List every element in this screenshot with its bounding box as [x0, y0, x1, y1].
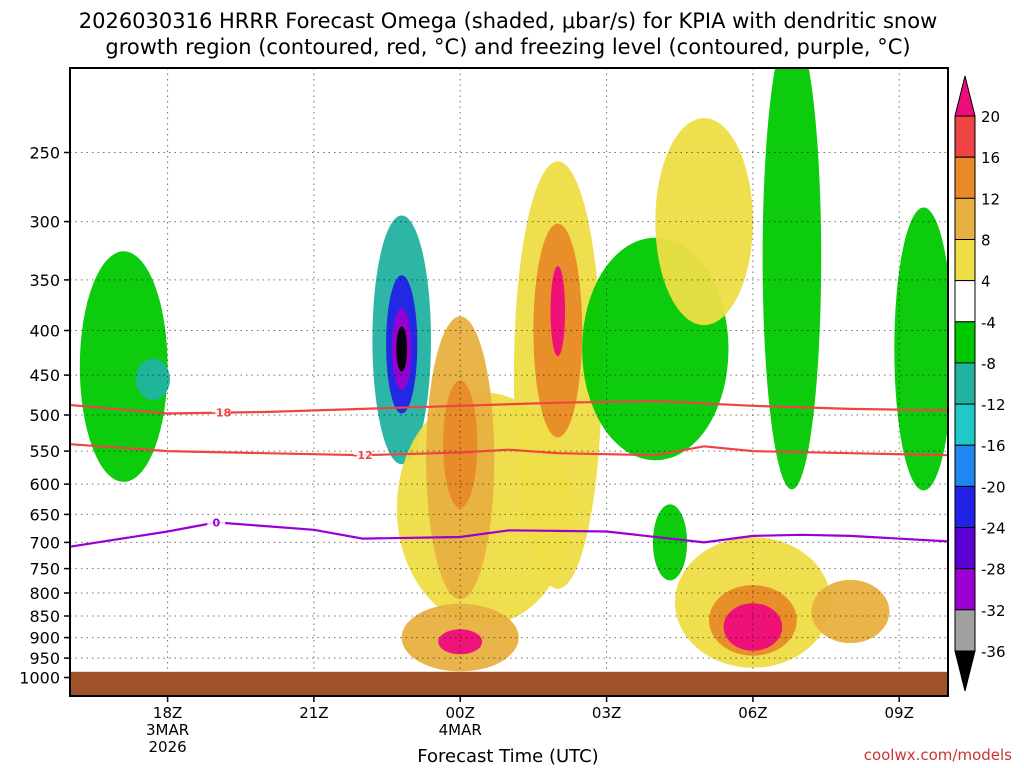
- ytick-label-300: 300: [29, 213, 60, 232]
- colorbar-box-3: [954, 239, 976, 282]
- omega-cell-17: [762, 68, 822, 490]
- xtick-label-18Z-0: 18Z: [153, 704, 182, 722]
- ytick-label-500: 500: [29, 406, 60, 425]
- colorbar-box-8: [954, 444, 976, 487]
- omega-cell-22: [894, 207, 948, 491]
- xtick-label-09Z-0: 09Z: [885, 704, 914, 722]
- plot-frame: [69, 67, 949, 697]
- contours-layer: -18 -12 0: [70, 399, 948, 548]
- colorbar-arrow-top: [954, 75, 976, 117]
- colorbar-label-4: 4: [981, 273, 991, 291]
- colorbar-label-10: -24: [981, 520, 1006, 538]
- colorbar-box-10: [954, 527, 976, 570]
- colorbar-label-2: 12: [981, 190, 1000, 208]
- plot-area: -18 -12 0: [70, 68, 948, 696]
- colorbar-box-12: [954, 609, 976, 652]
- ytick-label-800: 800: [29, 584, 60, 603]
- omega-cell-20: [723, 603, 783, 651]
- xtick-label-00Z-0: 00Z: [446, 704, 475, 722]
- ytick-label-350: 350: [29, 271, 60, 290]
- ytick-label-600: 600: [29, 475, 60, 494]
- credit-text: coolwx.com/models: [864, 746, 1012, 764]
- colorbar-box-6: [954, 362, 976, 405]
- colorbar-label-1: 16: [981, 149, 1000, 167]
- ytick-label-400: 400: [29, 322, 60, 341]
- colorbar-label-8: -16: [981, 437, 1006, 455]
- colorbar-box-1: [954, 156, 976, 199]
- contour-label-freezing_level_0: 0: [212, 516, 220, 529]
- colorbar-label-11: -28: [981, 561, 1006, 579]
- ytick-label-250: 250: [29, 144, 60, 163]
- ytick-label-850: 850: [29, 607, 60, 626]
- colorbar-label-3: 8: [981, 232, 991, 250]
- ground-surface: [70, 671, 948, 696]
- colorbar-box-11: [954, 568, 976, 611]
- contour-label-dgz_-12: -12: [353, 449, 373, 462]
- colorbar-label-13: -36: [981, 643, 1006, 661]
- omega-cell-10: [438, 629, 483, 655]
- colorbar: 20 16 12 8 4 -4 -8 -12 -16 -20 -24 -28 -32 -36: [954, 75, 1006, 692]
- colorbar-box-5: [954, 321, 976, 364]
- y-axis: 250 300 350 400 450 500 550 600 650 700 750 800 850 9…: [19, 144, 70, 688]
- xtick-label-21Z-0: 21Z: [299, 704, 328, 722]
- ytick-label-750: 750: [29, 560, 60, 579]
- omega-cell-5: [396, 326, 408, 372]
- xtick-label-18Z-2: 2026: [149, 738, 187, 756]
- contour-label-bg-dgz_-12: [353, 448, 372, 462]
- omega-cell-16: [655, 118, 753, 326]
- omega-cell-13: [550, 266, 566, 357]
- colorbar-label-12: -32: [981, 602, 1006, 620]
- chart-title-line2: growth region (contoured, red, °C) and f…: [105, 35, 910, 59]
- omega-cell-8: [443, 380, 478, 508]
- contour-label-bg-dgz_-18: [212, 405, 231, 419]
- contour-dgz_-12: [70, 443, 948, 457]
- ytick-label-900: 900: [29, 629, 60, 648]
- xtick-label-00Z-1: 4MAR: [439, 721, 482, 739]
- xtick-label-18Z-1: 3MAR: [146, 721, 189, 739]
- omega-cell-1: [135, 358, 170, 401]
- omega-cell-0: [79, 251, 168, 482]
- ytick-label-700: 700: [29, 533, 60, 552]
- ytick-label-1000: 1000: [19, 669, 60, 688]
- colorbar-label-5: -4: [981, 314, 996, 332]
- ytick-label-950: 950: [29, 649, 60, 668]
- ytick-label-550: 550: [29, 442, 60, 461]
- colorbar-arrow-bottom: [954, 650, 976, 692]
- contour-label-bg-freezing_level_0: [207, 515, 226, 529]
- colorbar-label-7: -12: [981, 396, 1006, 414]
- xtick-label-03Z-0: 03Z: [592, 704, 621, 722]
- contour-label-dgz_-18: -18: [211, 407, 231, 420]
- colorbar-box-2: [954, 197, 976, 241]
- xtick-label-06Z-0: 06Z: [738, 704, 767, 722]
- omega-cell-21: [811, 579, 890, 644]
- colorbar-box-9: [954, 485, 976, 529]
- colorbar-box-4: [954, 280, 976, 323]
- ytick-label-450: 450: [29, 366, 60, 385]
- colorbar-label-9: -20: [981, 478, 1006, 496]
- x-axis-label: Forecast Time (UTC): [417, 746, 598, 767]
- colorbar-box-0: [954, 115, 976, 158]
- colorbar-label-6: -8: [981, 355, 996, 373]
- colorbar-label-0: 20: [981, 108, 1000, 126]
- colorbar-box-7: [954, 403, 976, 446]
- ytick-label-650: 650: [29, 505, 60, 524]
- chart-title-line1: 2026030316 HRRR Forecast Omega (shaded, …: [79, 9, 938, 33]
